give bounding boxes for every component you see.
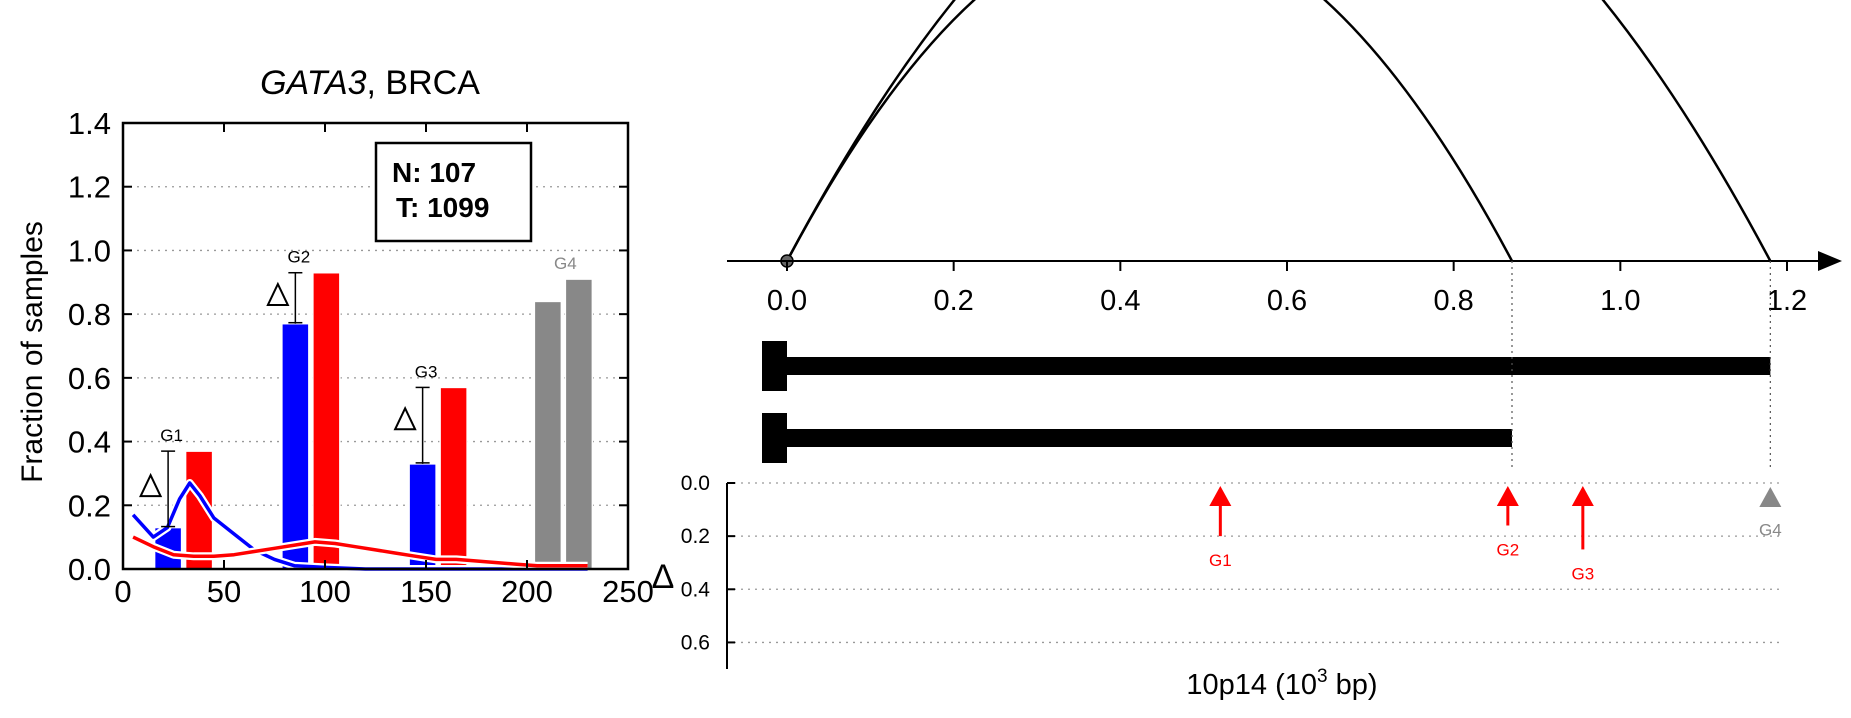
legend-frame: [374, 141, 533, 243]
left-x-tick-label-0: 0: [114, 574, 131, 609]
delta-label-G2: G2: [1496, 541, 1519, 560]
group-label-G1: G1: [160, 426, 183, 445]
left-y-tick-label-0: 0.0: [68, 552, 111, 587]
legend-line-n: N: 107: [392, 157, 476, 188]
delta-tick-label-1: 0.2: [681, 525, 710, 548]
left-ticks: 0.0 0.2 0.4 0.6 0.8 1.0 1.2 1.4 0 50 100 150 200 250: [68, 106, 654, 609]
right-delta-panel: 0.0 0.2 0.4 0.6 G1 G2 G3 G4: [681, 261, 1782, 669]
bar-tumor-G4: [564, 278, 594, 570]
genomic-tick-label-2: 0.4: [1100, 285, 1140, 317]
bar-tumor-G3: [439, 386, 468, 570]
left-x-tick-label-4: 200: [501, 574, 553, 609]
right-arcs: [780, 0, 1772, 268]
group-label-G3: G3: [415, 362, 438, 381]
left-legend-box: N: 107 T: 1099: [374, 141, 533, 243]
delta-axis-label: Δ: [652, 558, 675, 596]
junction-arc-0: [785, 0, 1514, 262]
group-label-G2: G2: [288, 248, 311, 267]
delta-arrow-head-G3: [1571, 486, 1594, 506]
genomic-tick-label-6: 1.2: [1767, 285, 1807, 317]
bar-normal-G2: [281, 322, 310, 570]
transcript-line-1: [786, 429, 1512, 447]
left-y-tick-label-1: 0.2: [68, 488, 111, 523]
genomic-tick-label-5: 1.0: [1600, 285, 1640, 317]
right-x-axis-label: 10p14 (103 bp): [1186, 666, 1377, 701]
left-plot-frame: [121, 121, 630, 571]
right-transcripts: [762, 341, 1771, 463]
right-genomic-axis: 0.0 0.2 0.4 0.6 0.8 1.0 1.2: [727, 251, 1842, 317]
delta-triangle-G4: [1759, 487, 1782, 507]
left-annotations: G1 G2 G3 G4: [139, 248, 577, 528]
left-x-tick-label-3: 150: [400, 574, 452, 609]
bar-tumor-G2: [312, 271, 341, 570]
delta-marker-G3: [393, 405, 417, 431]
left-x-tick-label-2: 100: [299, 574, 351, 609]
delta-label-G3: G3: [1571, 564, 1594, 583]
left-marks: [153, 271, 594, 570]
genomic-tick-label-0: 0.0: [767, 285, 807, 317]
delta-label-G4: G4: [1759, 521, 1782, 540]
right-structure-diagram: 0.0 0.2 0.4 0.6 0.8 1.0 1.2 0.0 0.2 0.4 0.6 G1 G2 G3…: [652, 0, 1842, 701]
legend-line-t: T: 1099: [396, 192, 489, 223]
transcript-line-0: [786, 357, 1771, 375]
left-y-tick-label-2: 0.4: [68, 425, 111, 460]
delta-tick-label-2: 0.4: [681, 578, 711, 601]
left-y-tick-label-4: 0.8: [68, 297, 111, 332]
series-line-tumor: [132, 535, 588, 568]
group-label-G4: G4: [554, 254, 577, 273]
junction-arc-1: [785, 0, 1772, 262]
delta-label-G1: G1: [1209, 551, 1232, 570]
left-lines: [130, 479, 588, 573]
bar-normal-G4: [533, 300, 563, 570]
left-y-tick-label-6: 1.2: [68, 170, 111, 205]
left-x-tick-label-5: 250: [602, 574, 654, 609]
delta-arrow-head-G2: [1496, 486, 1519, 506]
left-y-tick-label-5: 1.0: [68, 233, 111, 268]
left-y-tick-label-3: 0.6: [68, 361, 111, 396]
left-x-tick-label-1: 50: [207, 574, 241, 609]
delta-marker-G2: [266, 281, 290, 307]
left-y-axis-label: Fraction of samples: [16, 221, 49, 483]
delta-arrow-head-G1: [1209, 486, 1232, 506]
genomic-tick-label-1: 0.2: [934, 285, 974, 317]
left-bar-chart: GATA3, BRCA Fraction of samples G1 G2 G3 G4…: [16, 64, 654, 609]
transcript-start-block-0: [762, 341, 787, 391]
delta-tick-label-0: 0.0: [681, 472, 710, 495]
left-y-tick-label-7: 1.4: [68, 106, 111, 141]
genomic-tick-label-4: 0.8: [1434, 285, 1474, 317]
bar-normal-G3: [408, 463, 437, 570]
delta-tick-label-3: 0.6: [681, 631, 710, 654]
left-chart-title: GATA3, BRCA: [260, 64, 480, 102]
genomic-tick-label-3: 0.6: [1267, 285, 1307, 317]
transcript-start-block-1: [762, 413, 787, 463]
genomic-axis-arrowhead: [1818, 251, 1842, 271]
delta-marker-G1: [139, 472, 163, 498]
